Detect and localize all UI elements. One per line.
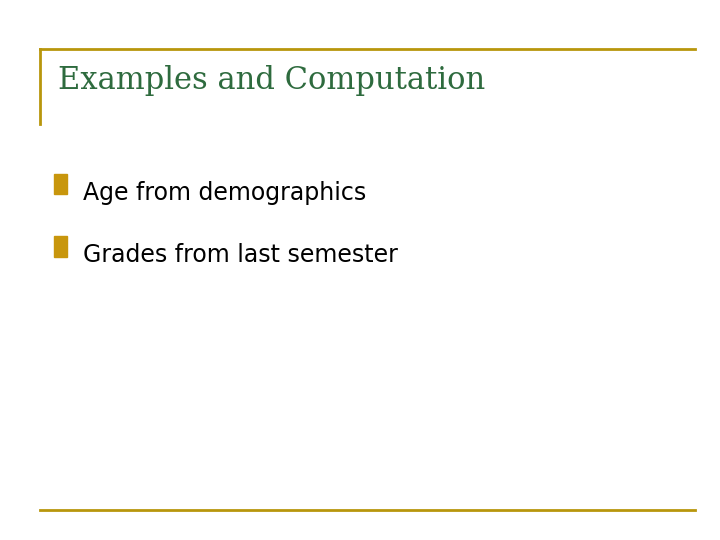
Bar (54, 236, 67, 256)
Text: Age from demographics: Age from demographics (83, 181, 366, 205)
Bar (54, 174, 67, 194)
Text: Grades from last semester: Grades from last semester (83, 243, 397, 267)
Text: Examples and Computation: Examples and Computation (58, 65, 485, 96)
